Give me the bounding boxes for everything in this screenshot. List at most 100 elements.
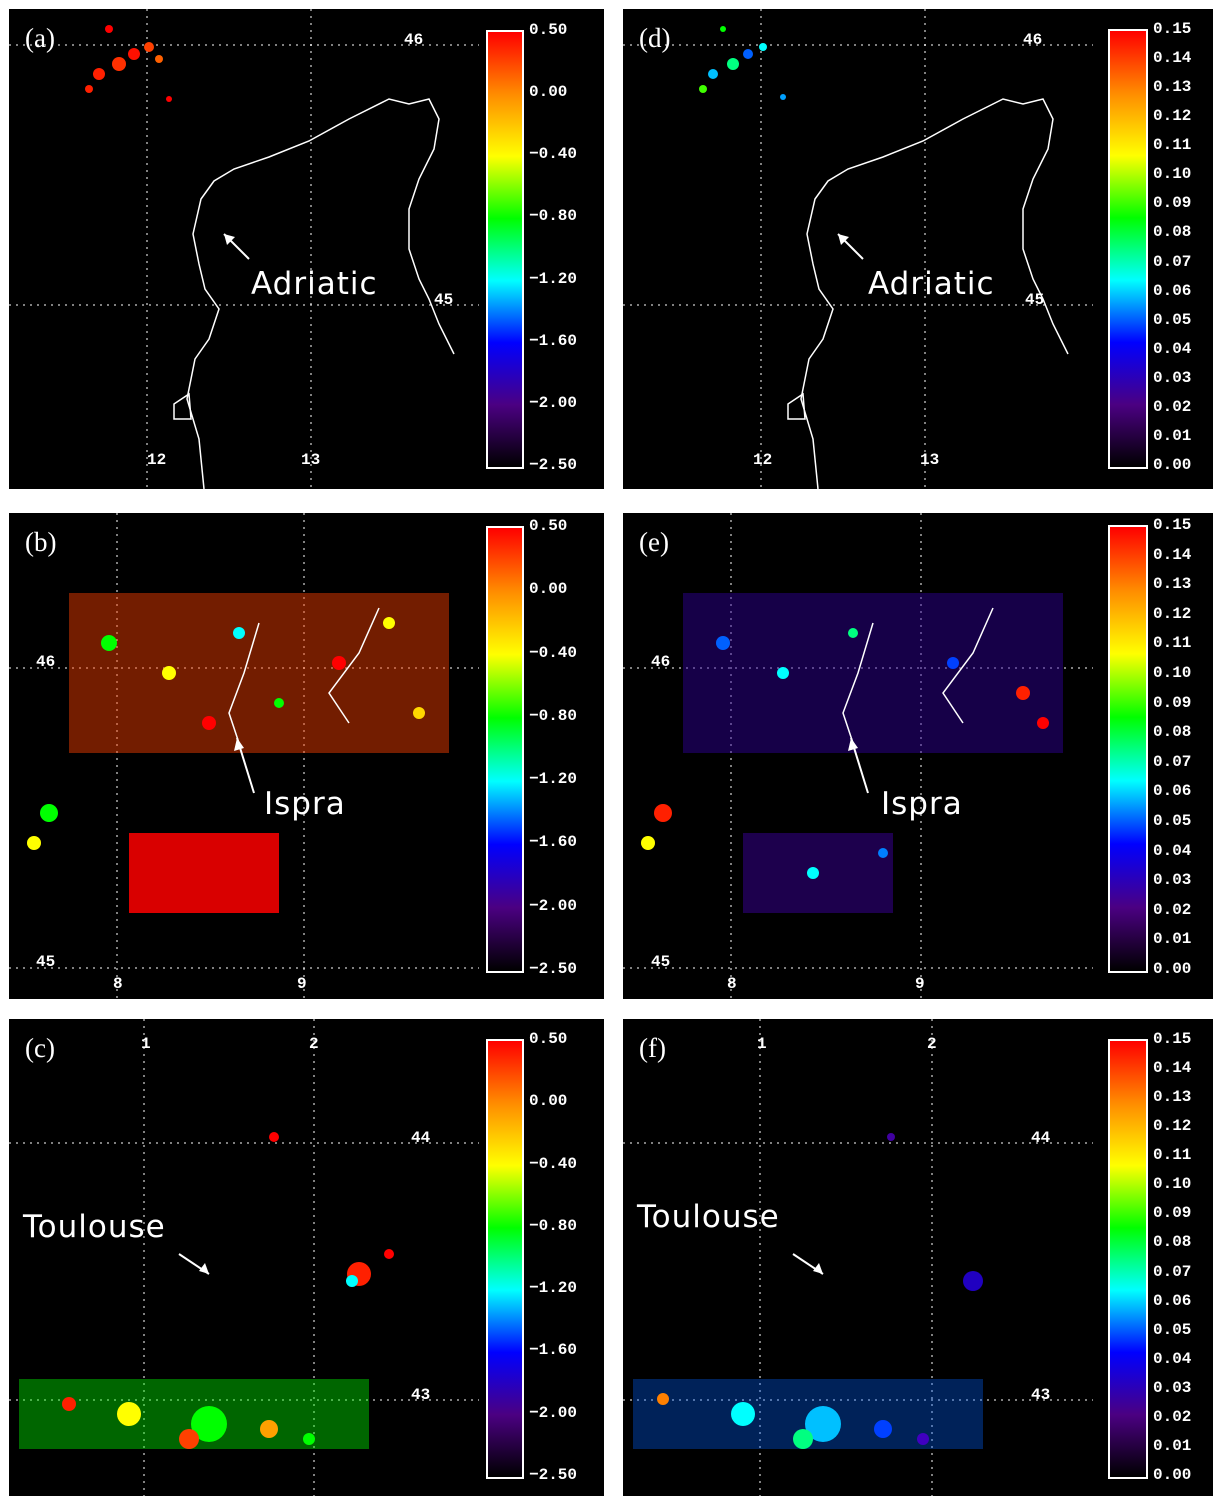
panel-a: (a) 12 13 46 45 Adriatic 0.50 0.00 −0.40 −0… — [9, 9, 604, 489]
map-canvas — [623, 9, 1093, 489]
colorbar-tick-label: 0.09 — [1153, 1204, 1192, 1223]
lon-tick: 1 — [757, 1035, 767, 1053]
colorbar — [1108, 525, 1148, 973]
colorbar-tick-label: 0.00 — [1153, 456, 1192, 474]
colorbar-tick-label: 0.03 — [1153, 1378, 1192, 1397]
map-canvas — [9, 9, 479, 489]
lat-tick: 45 — [651, 953, 671, 971]
colorbar-tick-label: −0.80 — [529, 1216, 578, 1235]
colorbar-tick-label: −0.80 — [529, 207, 578, 226]
scatter-cluster — [85, 25, 172, 102]
colorbar-tick-label: −0.40 — [529, 1154, 578, 1173]
colorbar-tick-label: 0.10 — [1153, 664, 1192, 682]
colorbar-tick-label: 0.14 — [1153, 545, 1192, 564]
lat-tick: 46 — [36, 653, 56, 671]
colorbar-tick-label: 0.07 — [1153, 752, 1192, 771]
coastline — [800, 98, 1069, 489]
panel-label: (e) — [639, 527, 669, 557]
lon-tick: 2 — [927, 1035, 937, 1053]
lat-tick: 45 — [434, 291, 454, 309]
place-label: Toulouse — [637, 1199, 780, 1235]
colorbar-tick-label: 0.15 — [1153, 516, 1192, 534]
lon-tick: 8 — [113, 975, 123, 993]
panel-label: (d) — [639, 23, 671, 53]
place-label: Ispra — [881, 786, 963, 822]
colorbar-tick-label: 0.09 — [1153, 194, 1192, 213]
colorbar-tick-label: 0.03 — [1153, 871, 1192, 890]
colorbar-tick-label: −2.50 — [529, 1466, 578, 1484]
colorbar-tick-label: 0.11 — [1153, 136, 1192, 155]
colorbar-tick-label: 0.14 — [1153, 1059, 1192, 1078]
lat-tick: 44 — [411, 1129, 431, 1147]
colorbar-tick-label: 0.13 — [1153, 1088, 1192, 1107]
colorbar-tick-label: 0.06 — [1153, 281, 1192, 300]
colorbar-tick-label: 0.09 — [1153, 693, 1192, 712]
colorbar-tick-label: 0.50 — [529, 1030, 568, 1048]
place-label: Adriatic — [868, 266, 995, 302]
colorbar-tick-label: 0.10 — [1153, 1175, 1192, 1194]
colorbar-tick-label: 0.15 — [1153, 1030, 1192, 1048]
colorbar-tick-label: 0.05 — [1153, 812, 1192, 830]
colorbar-tick-label: 0.05 — [1153, 1320, 1192, 1339]
panel-f: (f) 1 2 44 43 Toulouse 0.15 0.14 0.13 0.12 0… — [623, 1019, 1213, 1496]
colorbar-tick-label: 0.07 — [1153, 252, 1192, 271]
colorbar-tick-label: −2.50 — [529, 456, 578, 474]
panel-b: (b) 8 9 46 45 Ispra 0.50 0.00 −0.40 −0.80 −1… — [9, 513, 604, 999]
colorbar-tick-label: 0.08 — [1153, 223, 1192, 242]
lat-tick: 43 — [411, 1386, 431, 1404]
colorbar-tick-label: 0.02 — [1153, 397, 1192, 416]
map-canvas — [623, 1019, 1093, 1496]
colorbar-tick-label: 0.00 — [529, 1092, 568, 1111]
colorbar-tick-label: 0.06 — [1153, 1291, 1192, 1310]
scatter-cluster — [27, 593, 449, 913]
colorbar-tick-label: 0.00 — [1153, 1466, 1192, 1484]
panel-label: (a) — [25, 23, 55, 53]
colorbar-tick-label: 0.02 — [1153, 1407, 1192, 1426]
place-label: Adriatic — [251, 266, 378, 302]
scatter-cluster — [641, 593, 1063, 913]
scatter-cluster — [633, 1133, 983, 1449]
colorbar-tick-label: −1.20 — [529, 770, 578, 789]
colorbar-tick-label: −1.60 — [529, 331, 578, 350]
map-canvas — [9, 1019, 479, 1496]
colorbar — [486, 30, 524, 469]
map-canvas — [9, 513, 479, 999]
colorbar-tick-label: 0.00 — [529, 83, 568, 102]
map-canvas — [623, 513, 1093, 999]
lon-tick: 12 — [147, 451, 167, 469]
colorbar-tick-label: 0.04 — [1153, 1349, 1192, 1368]
colorbar-tick-label: 0.13 — [1153, 78, 1192, 97]
colorbar-tick-label: −2.00 — [529, 1403, 578, 1422]
lon-tick: 9 — [297, 975, 307, 993]
colorbar — [1108, 1039, 1148, 1479]
colorbar-tick-label: 0.03 — [1153, 368, 1192, 387]
panel-e: (e) 8 9 46 45 Ispra 0.15 0.14 0.13 0.12 0.11… — [623, 513, 1213, 999]
colorbar-tick-label: 0.12 — [1153, 1117, 1192, 1136]
colorbar-tick-label: 0.50 — [529, 517, 568, 535]
colorbar-tick-label: 0.11 — [1153, 1146, 1192, 1165]
panel-c: (c) 1 2 44 43 Toulouse 0.50 0.00 −0.40 −0.8… — [9, 1019, 604, 1496]
lon-tick: 9 — [915, 975, 925, 993]
coastline — [186, 98, 455, 489]
lon-tick: 13 — [301, 451, 321, 469]
colorbar-tick-label: 0.00 — [529, 580, 568, 599]
lat-tick: 46 — [404, 31, 424, 49]
scatter-cluster — [19, 1132, 394, 1449]
colorbar-tick-label: 0.13 — [1153, 575, 1192, 594]
colorbar-tick-label: 0.10 — [1153, 165, 1192, 184]
panel-label: (c) — [25, 1033, 55, 1063]
colorbar-tick-label: 0.14 — [1153, 49, 1192, 68]
colorbar-tick-label: 0.08 — [1153, 723, 1192, 742]
colorbar-tick-label: 0.05 — [1153, 310, 1192, 329]
colorbar-tick-label: −1.20 — [529, 269, 578, 288]
colorbar-tick-label: −1.60 — [529, 833, 578, 852]
colorbar-tick-label: 0.11 — [1153, 634, 1192, 653]
lon-tick: 1 — [141, 1035, 151, 1053]
colorbar-tick-label: 0.02 — [1153, 900, 1192, 919]
colorbar-tick-label: 0.50 — [529, 21, 568, 39]
lat-tick: 45 — [1025, 291, 1045, 309]
colorbar-tick-label: −2.00 — [529, 896, 578, 915]
lon-tick: 12 — [753, 451, 773, 469]
colorbar-tick-label: 0.01 — [1153, 1436, 1192, 1455]
place-label: Toulouse — [23, 1209, 166, 1245]
